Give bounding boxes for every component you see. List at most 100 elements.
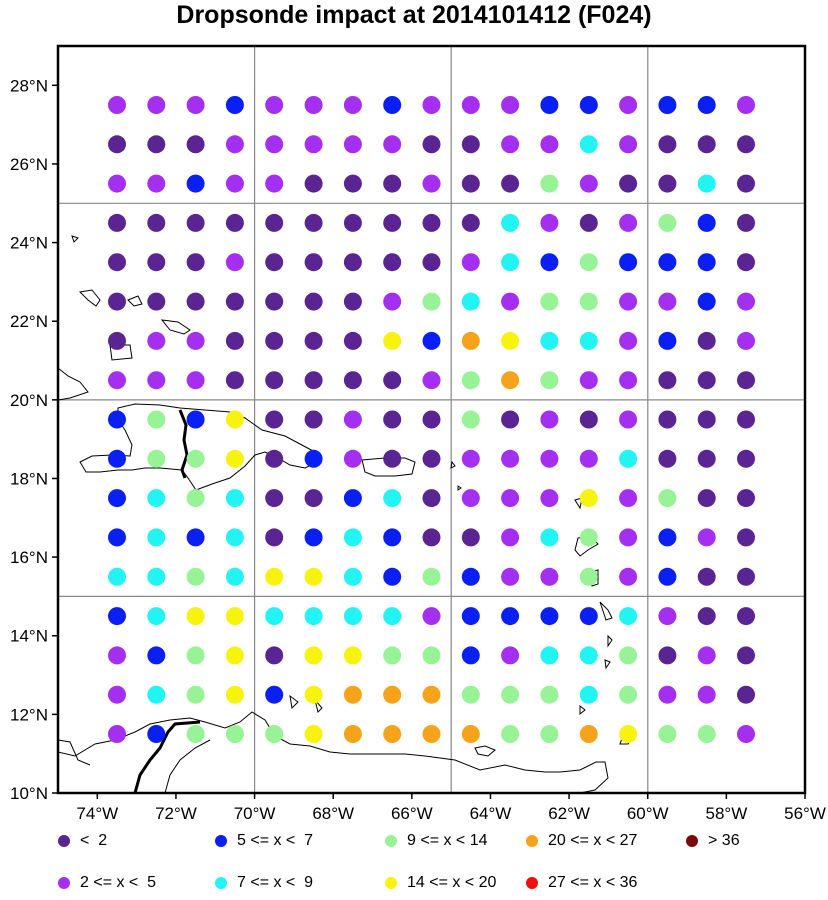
data-point: [619, 213, 638, 232]
data-point: [186, 646, 205, 665]
data-point: [225, 213, 244, 232]
data-point: [737, 253, 755, 272]
legend-swatch: [215, 835, 227, 847]
data-point: [304, 685, 323, 704]
data-point: [265, 528, 284, 547]
data-point: [343, 449, 362, 468]
data-point: [343, 685, 362, 704]
data-point: [147, 96, 166, 114]
data-point: [265, 174, 284, 193]
data-point: [343, 135, 362, 154]
data-point: [540, 449, 559, 468]
data-point: [422, 371, 441, 390]
data-point: [422, 489, 441, 508]
data-point: [697, 646, 716, 665]
dropsonde-map: 10°N 12°N 14°N 16°N 18°N 20°N 22°N 24°N 26°N 28°N…: [10, 44, 826, 823]
data-point: [540, 96, 559, 114]
data-point: [383, 646, 402, 665]
data-point: [265, 607, 284, 626]
legend-item: < 2: [58, 832, 107, 850]
data-point: [186, 253, 205, 272]
data-point: [265, 96, 284, 114]
data-point: [579, 174, 598, 193]
data-point: [108, 371, 126, 390]
legend-swatch: [385, 835, 397, 847]
data-point: [737, 685, 755, 704]
data-point: [147, 489, 166, 508]
data-point: [619, 331, 638, 350]
data-point: [422, 410, 441, 429]
data-point: [501, 646, 520, 665]
data-point: [147, 213, 166, 232]
data-point: [461, 292, 480, 311]
data-point: [383, 96, 402, 114]
data-point: [540, 292, 559, 311]
data-point: [501, 371, 520, 390]
data-point: [658, 528, 677, 547]
data-point: [540, 685, 559, 704]
x-tick-label: 72°W: [155, 804, 197, 823]
data-point: [619, 174, 638, 193]
grid-lines: [58, 46, 805, 793]
data-point: [737, 489, 755, 508]
data-point: [737, 331, 755, 350]
data-point: [108, 725, 126, 743]
legend-label: 7 <= x < 9: [237, 874, 314, 891]
data-point: [304, 331, 323, 350]
data-point: [619, 685, 638, 704]
data-point: [540, 174, 559, 193]
data-point: [619, 292, 638, 311]
data-point: [186, 135, 205, 154]
data-point: [658, 213, 677, 232]
data-point: [343, 96, 362, 114]
data-point: [383, 489, 402, 508]
x-tick-label: 66°W: [391, 804, 433, 823]
data-point: [108, 174, 126, 193]
data-point: [422, 725, 441, 743]
data-point: [501, 331, 520, 350]
data-point: [461, 213, 480, 232]
data-point: [343, 528, 362, 547]
data-point: [501, 96, 520, 114]
data-point: [422, 292, 441, 311]
data-point: [540, 253, 559, 272]
data-point: [383, 174, 402, 193]
data-point: [108, 607, 126, 626]
data-point: [697, 449, 716, 468]
data-point: [108, 253, 126, 272]
legend-item: 7 <= x < 9: [215, 874, 313, 892]
data-point: [422, 449, 441, 468]
data-point: [186, 213, 205, 232]
data-point: [422, 253, 441, 272]
data-point: [737, 135, 755, 154]
data-point: [383, 685, 402, 704]
data-point: [461, 528, 480, 547]
data-point: [619, 135, 638, 154]
data-point: [225, 292, 244, 311]
data-point: [737, 607, 755, 626]
legend-item: 2 <= x < 5: [58, 874, 156, 892]
data-point: [186, 331, 205, 350]
data-point: [343, 371, 362, 390]
data-point: [108, 331, 126, 350]
data-point: [501, 253, 520, 272]
data-point: [658, 371, 677, 390]
data-point: [461, 725, 480, 743]
legend-label: > 36: [708, 832, 740, 849]
data-point: [225, 174, 244, 193]
data-point: [265, 725, 284, 743]
data-point: [579, 607, 598, 626]
data-point: [304, 371, 323, 390]
data-point: [422, 567, 441, 586]
y-tick-label: 18°N: [10, 469, 48, 488]
data-point: [225, 449, 244, 468]
data-point: [579, 371, 598, 390]
data-point: [304, 528, 323, 547]
legend-item: 5 <= x < 7: [215, 832, 313, 850]
data-point: [697, 253, 716, 272]
x-tick-label: 64°W: [470, 804, 512, 823]
data-point: [225, 96, 244, 114]
data-point: [658, 96, 677, 114]
data-point: [147, 685, 166, 704]
data-point: [540, 567, 559, 586]
